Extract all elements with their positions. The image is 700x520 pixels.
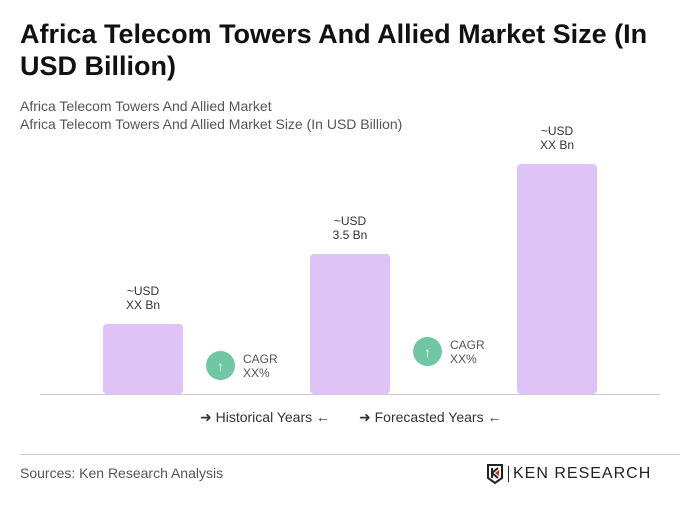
data-label-line: XX Bn	[539, 138, 575, 152]
data-label-line: 3.5 Bn	[332, 228, 368, 242]
divider	[20, 454, 680, 455]
data-label-line: XX Bn	[125, 298, 161, 312]
chart-title: Africa Telecom Towers And Allied Market …	[20, 19, 648, 81]
arrow-left-icon: ←	[483, 409, 502, 425]
cagr-label: CAGR	[243, 351, 278, 366]
cagr-label: CAGR	[450, 337, 485, 352]
logo-mark-icon	[487, 464, 503, 484]
legend-label: Forecasted Years	[374, 409, 484, 425]
subtitle: Africa Telecom Towers And Allied Market	[20, 98, 272, 114]
legend-forecasted: ➜ Forecasted Years ←	[359, 409, 501, 426]
data-label: ~USD 3.5 Bn	[290, 214, 410, 242]
arrow-up-icon: ↑	[206, 351, 235, 380]
bar	[517, 164, 597, 394]
arrow-right-icon: ➜	[359, 409, 375, 425]
data-label: ~USD XX Bn	[83, 284, 203, 312]
cagr-badge: ↑ CAGR XX%	[206, 351, 278, 380]
bar	[103, 324, 183, 394]
logo-text: KEN RESEARCH	[513, 465, 652, 482]
ken-research-logo: KEN RESEARCH	[486, 464, 651, 484]
arrow-left-icon: ←	[312, 409, 331, 425]
legend-historical: ➜ Historical Years ←	[200, 409, 330, 426]
legend-label: Historical Years	[215, 409, 313, 425]
data-label-line: ~USD	[540, 124, 574, 138]
sources: Sources: Ken Research Analysis	[20, 465, 224, 481]
cagr-badge: ↑ CAGR XX%	[413, 337, 485, 366]
arrow-up-icon: ↑	[413, 337, 442, 366]
subtitle-units: Africa Telecom Towers And Allied Market …	[20, 116, 403, 132]
cagr-value: XX%	[243, 365, 270, 380]
bar	[310, 254, 390, 394]
cagr-value: XX%	[450, 351, 477, 366]
data-label-line: ~USD	[333, 214, 367, 228]
data-label-line: ~USD	[126, 284, 160, 298]
arrow-right-icon: ➜	[200, 409, 216, 425]
data-label: ~USD XX Bn	[497, 124, 617, 152]
